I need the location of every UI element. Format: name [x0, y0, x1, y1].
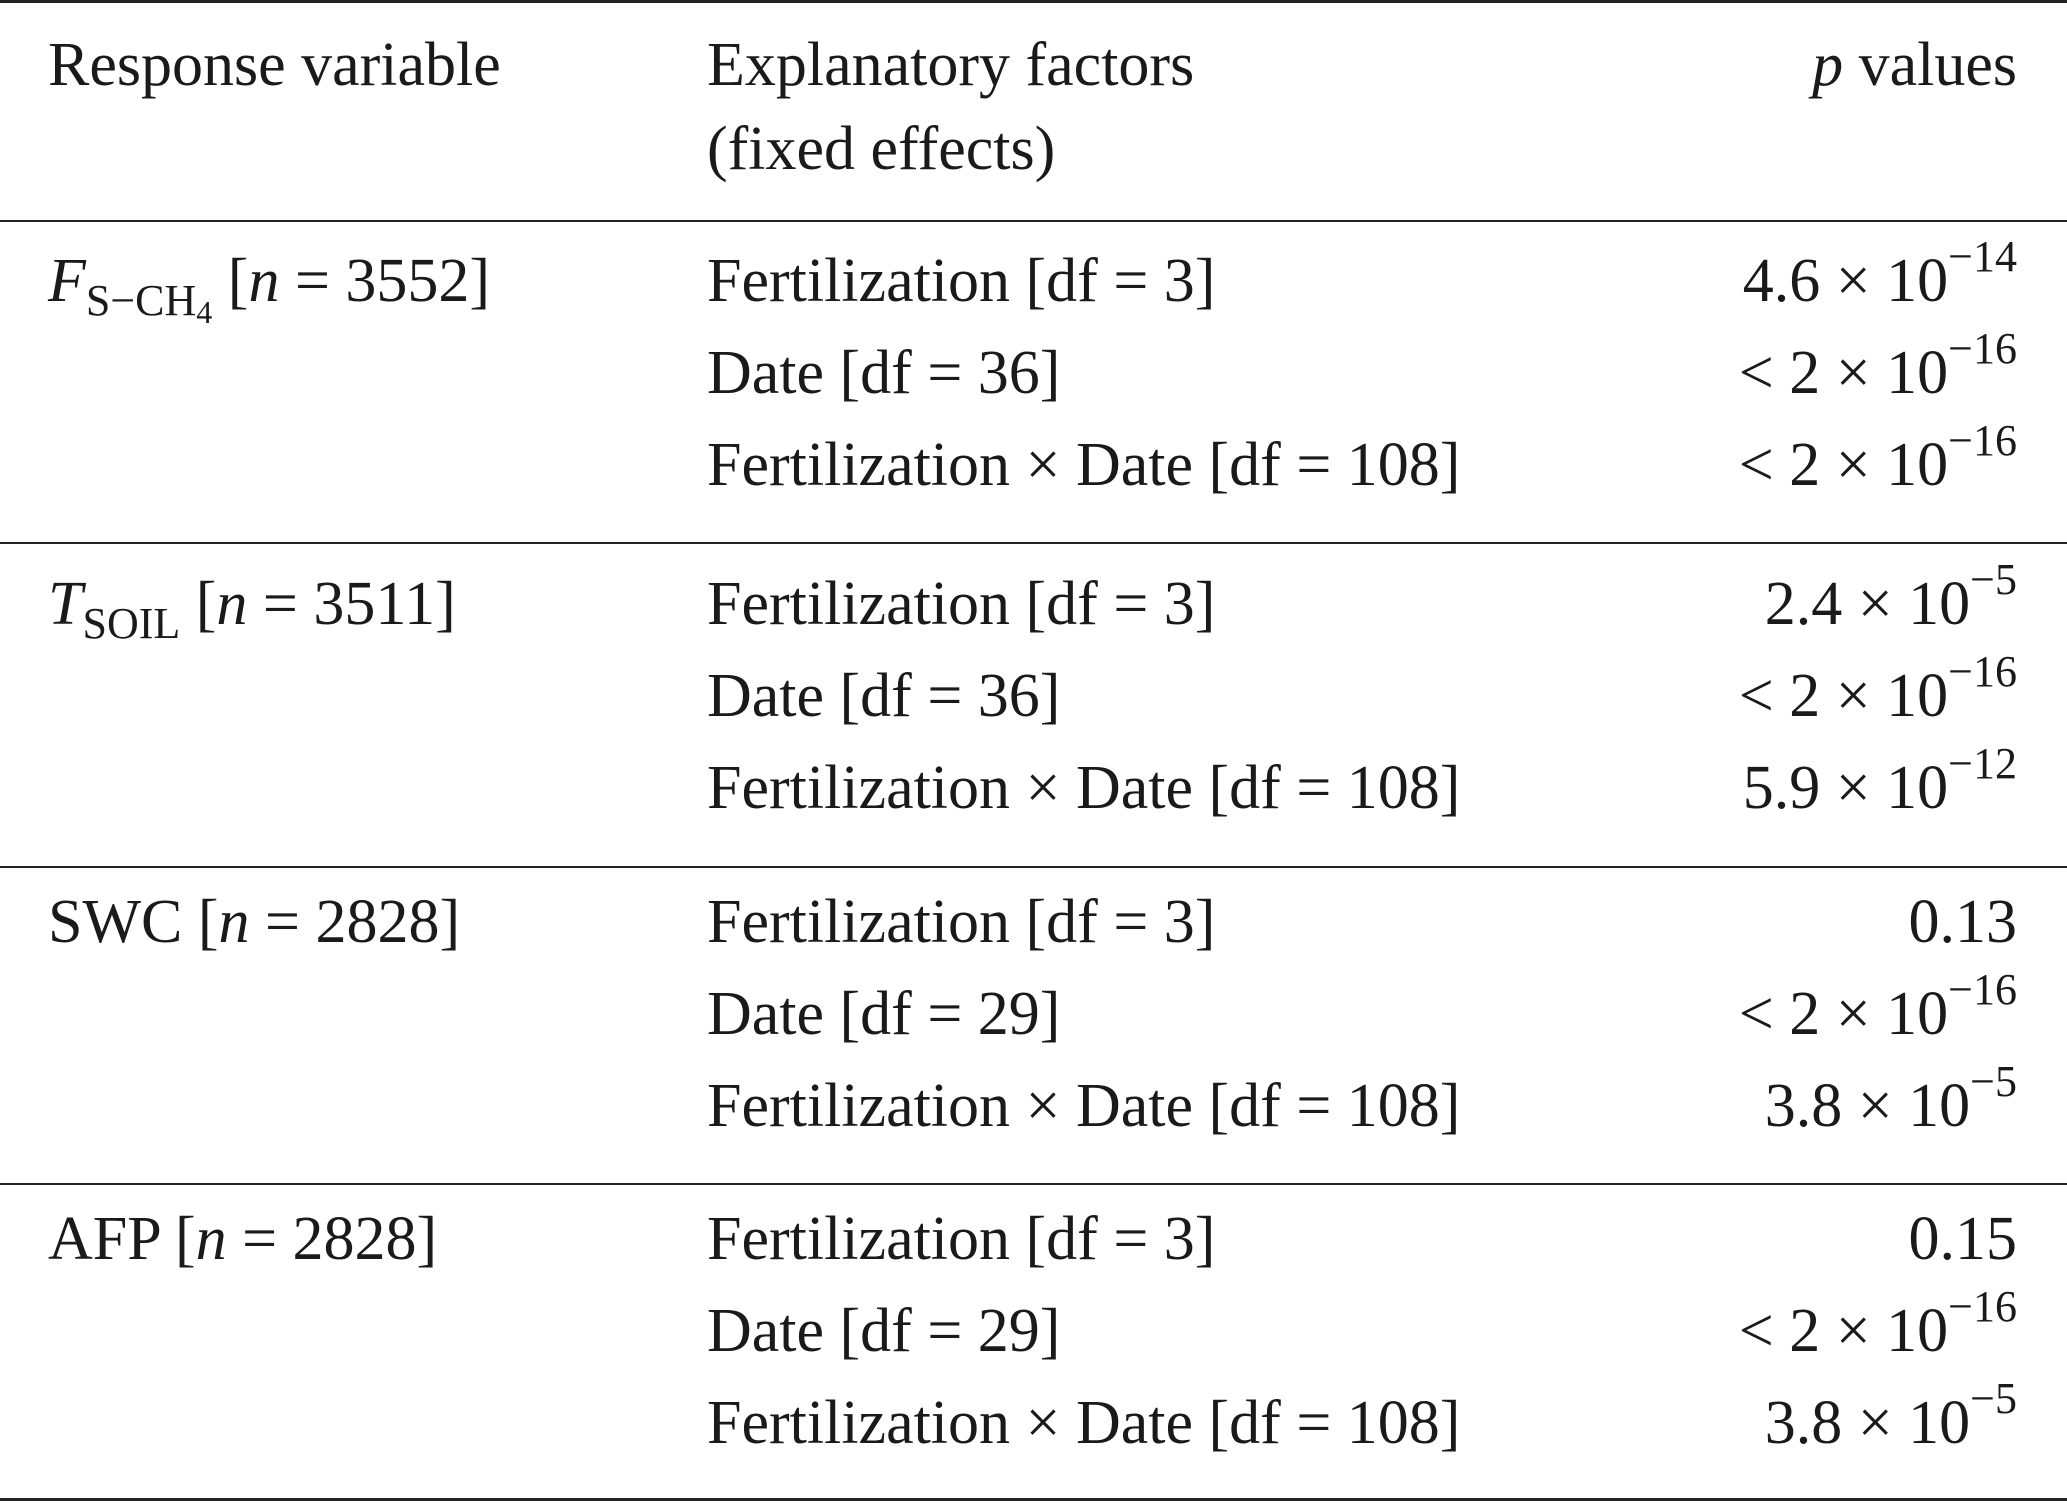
- header-explanatory-factors: Explanatory factors: [707, 31, 1195, 99]
- explanatory-factor-cell: Fertilization × Date [df = 108]: [707, 754, 1461, 822]
- p-value-cell: 0.13: [1909, 891, 2018, 953]
- p-value-exponent: −16: [1948, 324, 2017, 373]
- top-rule: [0, 0, 2067, 3]
- p-value-cell: < 2 × 10−16: [1738, 650, 2017, 730]
- response-variable-cell: AFP [n = 2828]: [48, 1208, 437, 1270]
- header-fixed-effects: (fixed effects): [707, 115, 1056, 183]
- p-value-exponent: −5: [1970, 1374, 2017, 1423]
- p-value-cell: 5.9 × 10−12: [1742, 742, 2017, 822]
- p-value-mantissa: 0.15: [1908, 1205, 2018, 1273]
- p-value-exponent: −14: [1948, 232, 2017, 281]
- response-subscript: S−CH4: [85, 276, 212, 329]
- response-variable-cell: SWC [n = 2828]: [48, 891, 460, 953]
- response-subscript-text: S−CH: [85, 276, 197, 325]
- p-value-mantissa: 2 × 10: [1789, 662, 1949, 730]
- header-p-values: p values: [1812, 34, 2017, 96]
- p-value-exponent: −16: [1948, 965, 2017, 1014]
- explanatory-factor-cell: Date [df = 36]: [707, 339, 1061, 407]
- response-variable-cell: TSOIL [n = 3511]: [48, 570, 456, 646]
- response-symbol: AFP: [48, 1205, 160, 1273]
- p-value-prefix: <: [1738, 980, 1790, 1048]
- header-rule: [0, 220, 2067, 222]
- p-value-mantissa: 0.13: [1908, 888, 2018, 956]
- response-symbol: T: [48, 570, 83, 638]
- p-value-prefix: <: [1738, 431, 1790, 499]
- p-value-cell: 3.8 × 10−5: [1764, 1377, 2017, 1457]
- p-value-exponent: −12: [1948, 739, 2017, 788]
- p-value-exponent: −5: [1970, 555, 2017, 604]
- group-rule-2: [0, 866, 2067, 868]
- explanatory-factor-cell: Fertilization [df = 3]: [707, 1205, 1216, 1273]
- p-value-cell: 4.6 × 10−14: [1742, 235, 2017, 315]
- explanatory-factor-cell: Fertilization × Date [df = 108]: [707, 1389, 1461, 1457]
- response-subscript-text: SOIL: [82, 599, 181, 648]
- p-value-mantissa: 2 × 10: [1789, 1297, 1949, 1365]
- p-value-mantissa: 2.4 × 10: [1764, 570, 1971, 638]
- p-value-cell: < 2 × 10−16: [1738, 1285, 2017, 1365]
- p-value-cell: < 2 × 10−16: [1738, 419, 2017, 499]
- p-value-exponent: −16: [1948, 1282, 2017, 1331]
- response-subscript: SOIL: [82, 599, 180, 648]
- header-p-symbol: p: [1812, 31, 1844, 99]
- response-sample-size: [n = 3552]: [212, 247, 491, 315]
- explanatory-factor-cell: Fertilization [df = 3]: [707, 570, 1216, 638]
- p-value-cell: 0.15: [1909, 1208, 2018, 1270]
- explanatory-factor-cell: Fertilization × Date [df = 108]: [707, 1072, 1461, 1140]
- p-value-mantissa: 5.9 × 10: [1742, 754, 1949, 822]
- response-sub-subscript: 4: [196, 294, 213, 330]
- p-value-cell: < 2 × 10−16: [1738, 968, 2017, 1048]
- p-value-mantissa: 4.6 × 10: [1742, 247, 1949, 315]
- response-symbol: F: [48, 247, 86, 315]
- explanatory-factor-cell: Date [df = 36]: [707, 662, 1061, 730]
- header-p-values-label: values: [1843, 31, 2017, 99]
- explanatory-factor-cell: Date [df = 29]: [707, 980, 1061, 1048]
- p-value-mantissa: 2 × 10: [1789, 431, 1949, 499]
- response-sample-size: [n = 3511]: [180, 570, 456, 638]
- response-symbol: SWC: [48, 888, 183, 956]
- p-value-mantissa: 3.8 × 10: [1764, 1072, 1971, 1140]
- bottom-rule: [0, 1498, 2067, 1501]
- p-value-prefix: <: [1738, 1297, 1790, 1365]
- response-variable-cell: FS−CH4 [n = 3552]: [48, 247, 491, 328]
- p-value-cell: < 2 × 10−16: [1738, 327, 2017, 407]
- p-value-cell: 3.8 × 10−5: [1764, 1060, 2017, 1140]
- explanatory-factor-cell: Date [df = 29]: [707, 1297, 1061, 1365]
- p-value-prefix: <: [1738, 339, 1790, 407]
- response-sample-size: [n = 2828]: [159, 1205, 438, 1273]
- explanatory-factor-cell: Fertilization × Date [df = 108]: [707, 431, 1461, 499]
- group-rule-1: [0, 542, 2067, 544]
- p-value-exponent: −5: [1970, 1057, 2017, 1106]
- p-value-cell: 2.4 × 10−5: [1764, 558, 2017, 638]
- explanatory-factor-cell: Fertilization [df = 3]: [707, 247, 1216, 315]
- p-value-prefix: <: [1738, 662, 1790, 730]
- p-value-mantissa: 2 × 10: [1789, 339, 1949, 407]
- p-value-exponent: −16: [1948, 647, 2017, 696]
- p-value-mantissa: 3.8 × 10: [1764, 1389, 1971, 1457]
- explanatory-factor-cell: Fertilization [df = 3]: [707, 888, 1216, 956]
- response-sample-size: [n = 2828]: [182, 888, 461, 956]
- header-response-variable: Response variable: [48, 31, 501, 99]
- group-rule-3: [0, 1183, 2067, 1185]
- p-value-exponent: −16: [1948, 416, 2017, 465]
- p-value-mantissa: 2 × 10: [1789, 980, 1949, 1048]
